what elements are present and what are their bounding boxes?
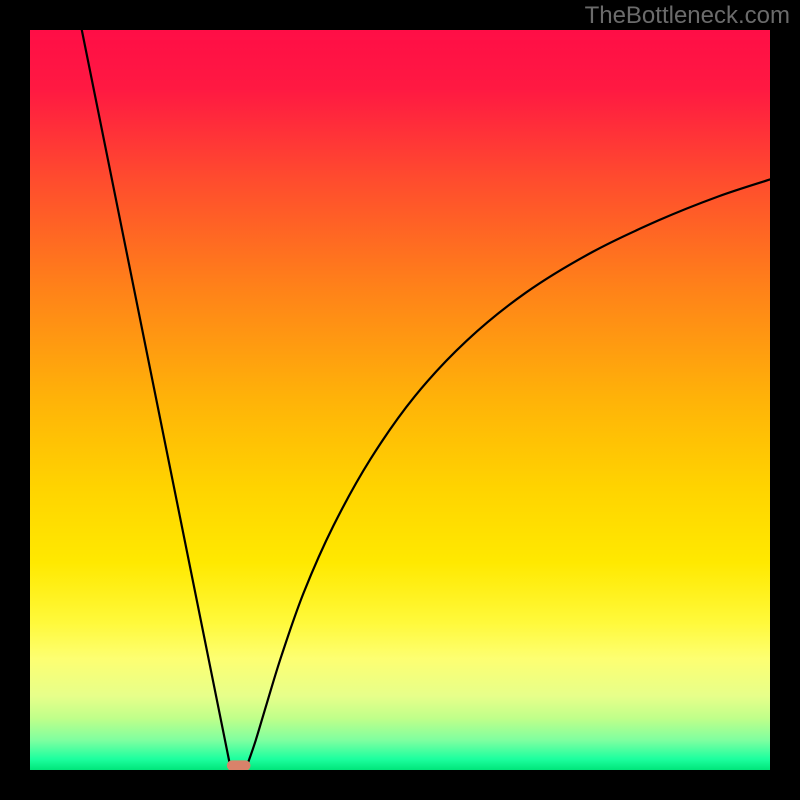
minimum-marker xyxy=(227,760,251,770)
chart-background-gradient xyxy=(30,30,770,770)
bottleneck-chart xyxy=(0,0,800,800)
watermark-text: TheBottleneck.com xyxy=(585,2,790,30)
chart-container: TheBottleneck.com xyxy=(0,0,800,800)
